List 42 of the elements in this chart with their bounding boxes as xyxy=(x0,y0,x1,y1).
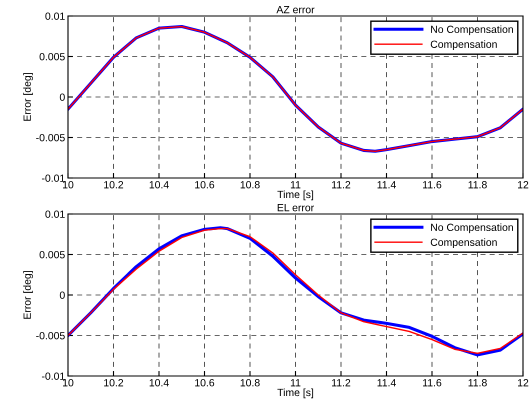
x-tick-label: 10.8 xyxy=(240,379,260,386)
x-tick-label: 10.4 xyxy=(150,181,169,188)
x-tick-label: 10.2 xyxy=(104,379,124,386)
x-tick-label: 11 xyxy=(290,379,300,386)
x-tick-label: 10.6 xyxy=(195,181,214,188)
legend-label: Compensation xyxy=(430,40,497,50)
y-tick-label: 0.01 xyxy=(45,12,65,20)
y-tick-label: 0.005 xyxy=(40,251,65,258)
x-tick-label: 10.4 xyxy=(150,379,169,386)
x-tick-label: 10.8 xyxy=(240,181,260,188)
x-tick-label: 11 xyxy=(290,181,300,188)
x-tick-label: 10.2 xyxy=(104,181,124,188)
y-tick-label: 0 xyxy=(60,94,65,101)
legend-label: Compensation xyxy=(430,238,497,248)
y-tick-label: -0.01 xyxy=(42,372,65,380)
chart-title: AZ error xyxy=(276,6,314,14)
x-tick-label: 11.4 xyxy=(378,379,396,386)
legend-label: No Compensation xyxy=(431,223,513,234)
y-tick-label: 0.005 xyxy=(40,53,65,60)
x-tick-label: 10 xyxy=(63,379,74,386)
y-axis-title: Error [deg] xyxy=(23,73,33,121)
chart-title: EL error xyxy=(278,204,314,212)
x-tick-label: 11.2 xyxy=(332,181,350,188)
x-tick-label: 10.6 xyxy=(195,379,214,386)
y-tick-label: -0.005 xyxy=(36,332,65,340)
y-tick-label: -0.01 xyxy=(42,174,65,182)
x-tick-label: 11.2 xyxy=(332,379,350,386)
x-tick-label: 11.8 xyxy=(468,181,487,188)
y-tick-label: -0.005 xyxy=(36,134,65,142)
y-tick-label: 0.01 xyxy=(45,210,65,218)
x-axis-title: Time [s] xyxy=(277,388,314,398)
y-axis-title: Error [deg] xyxy=(23,271,33,319)
x-tick-label: 11.8 xyxy=(468,379,487,386)
x-tick-label: 11.6 xyxy=(423,181,442,188)
x-tick-label: 12 xyxy=(518,379,528,386)
x-tick-label: 10 xyxy=(63,181,74,188)
legend-label: No Compensation xyxy=(431,25,513,36)
y-tick-label: 0 xyxy=(60,292,65,299)
x-tick-label: 11.6 xyxy=(423,379,442,386)
x-tick-label: 12 xyxy=(518,181,528,188)
x-tick-label: 11.4 xyxy=(378,181,396,188)
x-axis-title: Time [s] xyxy=(277,190,314,200)
